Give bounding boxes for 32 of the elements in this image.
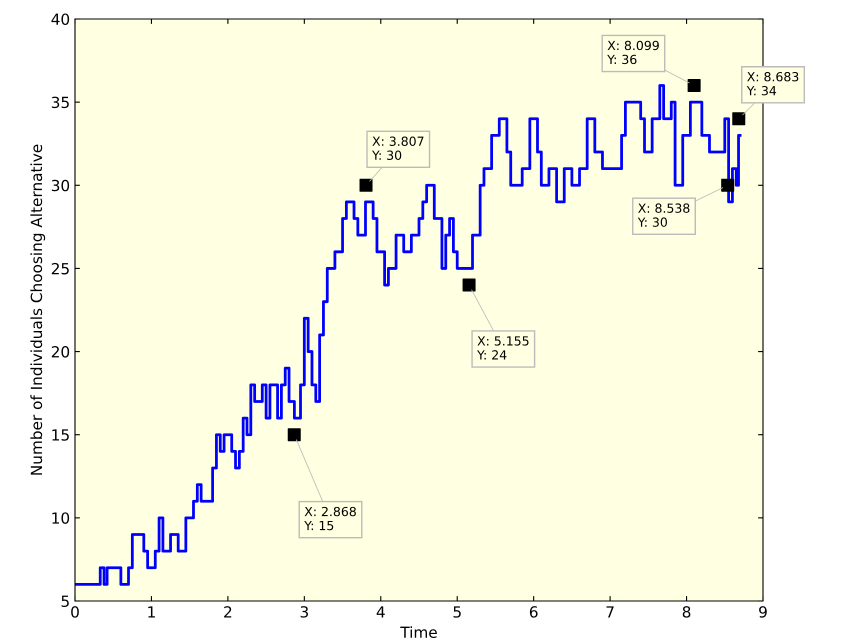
y-tick-label: 30: [52, 180, 70, 192]
point: [732, 112, 746, 126]
x-tick-label: 3: [300, 606, 308, 618]
y-tick-label: 10: [52, 512, 70, 524]
y-axis-title: Number of Individuals Choosing Alternative: [30, 144, 46, 475]
x-tick-label: 2: [224, 606, 232, 618]
x-axis-title: Time: [400, 626, 437, 638]
x-tick-label: 0: [71, 606, 79, 618]
x-tick-label: 1: [148, 606, 155, 618]
y-tick-label: 15: [52, 429, 69, 441]
y-tick-label: 40: [51, 13, 70, 26]
annotation: X: 8.099 Y: 36: [607, 40, 659, 64]
y-tick-label: 5: [62, 596, 69, 608]
x-tick-label: 4: [376, 606, 385, 618]
x-tick-label: 9: [759, 606, 767, 618]
x-tick-label: 5: [454, 606, 461, 618]
point: [688, 79, 701, 92]
annotation: X: 8.683 Y: 34: [746, 72, 798, 96]
point: [721, 178, 734, 192]
point: [462, 278, 476, 292]
annotation: X: 8.538 Y: 30: [638, 203, 690, 227]
point: [288, 428, 301, 442]
x-tick-label: 6: [530, 606, 538, 618]
y-tick-label: 25: [52, 262, 69, 274]
point: [360, 178, 373, 192]
annotation: X: 2.868 Y: 15: [304, 506, 356, 530]
annotation: X: 5.155 Y: 24: [477, 336, 529, 360]
y-tick-label: 35: [52, 96, 69, 108]
x-tick-label: 8: [682, 606, 690, 618]
x-tick-label: 7: [606, 606, 614, 618]
annotation: X: 3.807 Y: 30: [372, 136, 424, 160]
y-tick-label: 20: [52, 346, 70, 358]
